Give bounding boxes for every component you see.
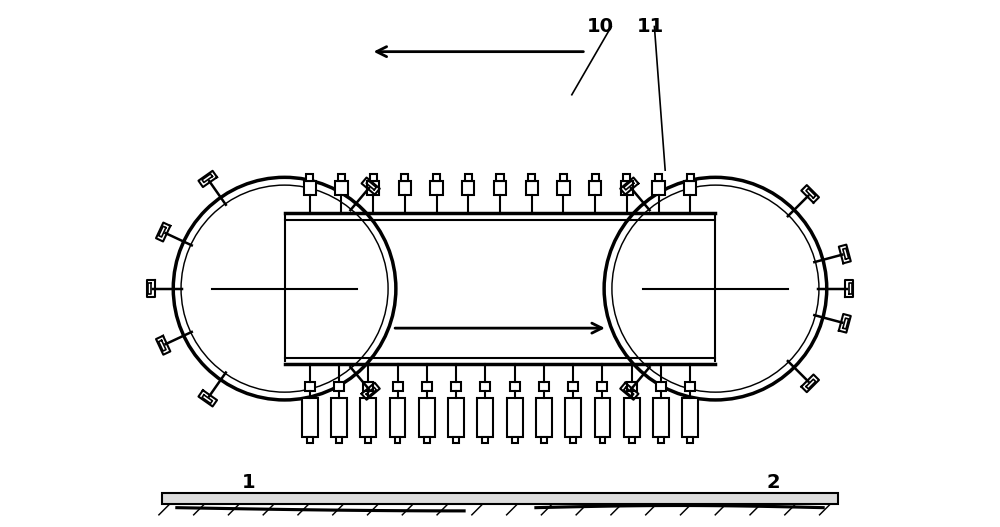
- Bar: [568, 382, 578, 391]
- Bar: [653, 398, 669, 437]
- Bar: [395, 437, 400, 443]
- Bar: [565, 398, 581, 437]
- Bar: [465, 174, 472, 181]
- Bar: [589, 181, 601, 196]
- Bar: [541, 437, 547, 443]
- Bar: [592, 174, 599, 181]
- Bar: [560, 174, 567, 181]
- Bar: [682, 398, 698, 437]
- Bar: [393, 382, 403, 391]
- Bar: [480, 382, 490, 391]
- Bar: [462, 181, 474, 196]
- Bar: [424, 437, 430, 443]
- Bar: [621, 181, 633, 196]
- Bar: [360, 398, 376, 437]
- Bar: [399, 181, 411, 196]
- Bar: [335, 181, 348, 196]
- Text: 10: 10: [587, 17, 614, 36]
- Bar: [331, 398, 347, 437]
- Bar: [334, 382, 344, 391]
- Bar: [306, 174, 313, 181]
- Text: 11: 11: [637, 17, 664, 36]
- Bar: [482, 437, 488, 443]
- Bar: [367, 181, 379, 196]
- Bar: [419, 398, 435, 437]
- Bar: [526, 181, 538, 196]
- Bar: [557, 181, 570, 196]
- Bar: [433, 174, 440, 181]
- Text: 1: 1: [242, 473, 255, 492]
- Bar: [507, 398, 523, 437]
- Bar: [304, 181, 316, 196]
- Bar: [655, 174, 662, 181]
- Bar: [305, 382, 315, 391]
- Bar: [336, 437, 342, 443]
- Bar: [451, 382, 461, 391]
- Bar: [684, 181, 696, 196]
- Bar: [370, 174, 377, 181]
- Bar: [390, 398, 405, 437]
- Bar: [623, 174, 630, 181]
- Bar: [338, 174, 345, 181]
- Bar: [528, 174, 535, 181]
- Bar: [363, 382, 373, 391]
- Bar: [365, 437, 371, 443]
- Bar: [652, 181, 665, 196]
- Bar: [624, 398, 640, 437]
- Bar: [496, 174, 504, 181]
- Bar: [600, 437, 605, 443]
- Bar: [162, 493, 838, 504]
- Bar: [570, 437, 576, 443]
- Bar: [512, 437, 518, 443]
- Bar: [448, 398, 464, 437]
- Bar: [536, 398, 552, 437]
- Bar: [629, 437, 635, 443]
- Bar: [658, 437, 664, 443]
- Bar: [687, 437, 693, 443]
- Bar: [595, 398, 610, 437]
- Bar: [307, 437, 313, 443]
- Bar: [539, 382, 549, 391]
- Bar: [656, 382, 666, 391]
- Bar: [302, 398, 318, 437]
- Bar: [494, 181, 506, 196]
- Bar: [685, 382, 695, 391]
- Bar: [401, 174, 408, 181]
- Bar: [597, 382, 607, 391]
- Bar: [510, 382, 520, 391]
- Bar: [430, 181, 443, 196]
- Bar: [687, 174, 694, 181]
- Bar: [477, 398, 493, 437]
- Bar: [453, 437, 459, 443]
- Bar: [422, 382, 432, 391]
- Bar: [627, 382, 637, 391]
- Text: 2: 2: [766, 473, 780, 492]
